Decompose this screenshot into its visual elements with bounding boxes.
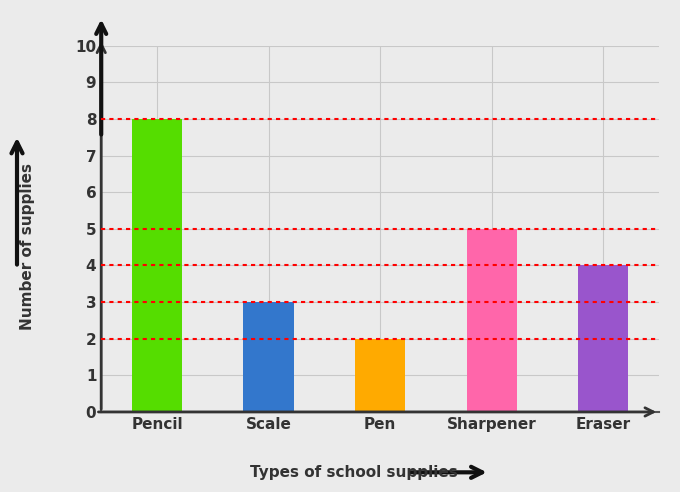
Text: Number of supplies: Number of supplies [20,162,35,330]
Bar [578,266,628,412]
Bar [132,119,182,412]
Bar [355,338,405,412]
Text: Types of school supplies: Types of school supplies [250,465,458,480]
Bar [466,229,517,412]
Bar [243,302,294,412]
